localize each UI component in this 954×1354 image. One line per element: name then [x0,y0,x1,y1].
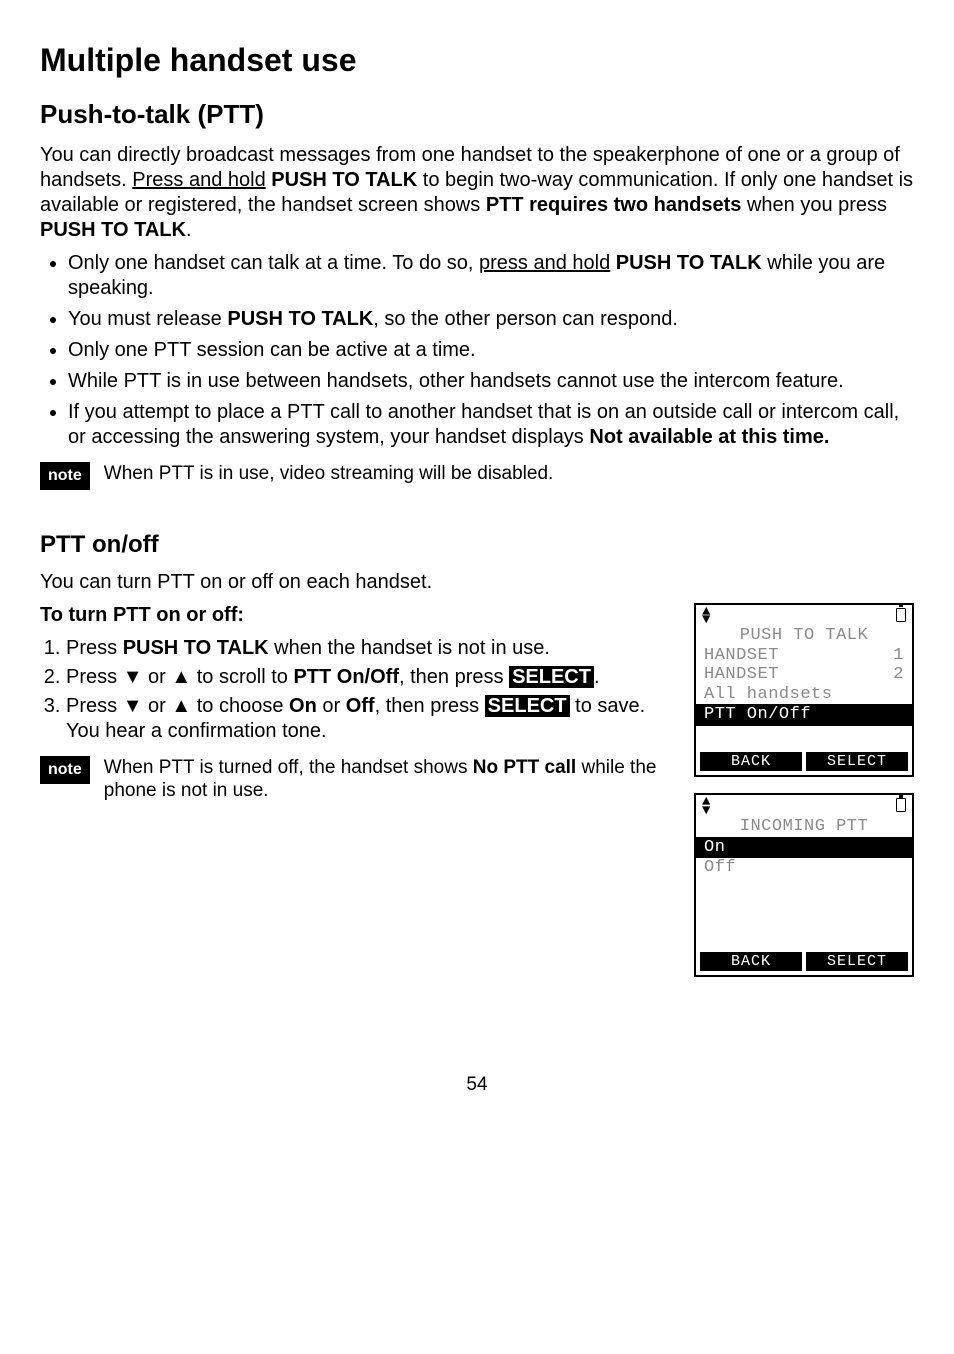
list-item: If you attempt to place a PTT call to an… [68,400,914,450]
scroll-arrows-icon: ▲▼ [702,798,710,815]
text: Press [66,666,123,688]
intro-paragraph: You can directly broadcast messages from… [40,143,914,243]
list-item: While PTT is in use between handsets, ot… [68,369,914,394]
text: When PTT is turned off, the handset show… [104,757,473,778]
list-item: Only one handset can talk at a time. To … [68,251,914,301]
bullet-list: Only one handset can talk at a time. To … [40,251,914,450]
text: to scroll to [191,666,293,688]
section-heading-ptt: Push-to-talk (PTT) [40,98,914,131]
text: 2 [893,665,904,685]
note-text: When PTT is turned off, the handset show… [104,756,666,804]
lcd-row-selected: PTT On/Off [696,704,912,726]
up-arrow-icon: ▲ [171,666,191,688]
list-item: You must release PUSH TO TALK, so the ot… [68,307,914,332]
lcd-title: INCOMING PTT [696,817,912,837]
text-bold: PUSH TO TALK [616,252,762,274]
handset-screen-incoming-ptt: ▲▼ INCOMING PTT On Off BACK SELECT [694,793,914,977]
text: You must release [68,308,227,330]
page-number: 54 [40,1073,914,1097]
text-bold: PUSH TO TALK [271,169,417,191]
list-item: Press ▼ or ▲ to scroll to PTT On/Off, th… [66,665,666,690]
page-title: Multiple handset use [40,40,914,80]
lcd-row: All handsets [696,685,912,705]
battery-icon [896,608,906,622]
scroll-arrows-icon: ▲▼ [702,608,710,625]
text-bold: No PTT call [473,757,576,778]
down-arrow-icon: ▼ [123,695,143,717]
text-bold: PUSH TO TALK [40,219,186,241]
text: Only one handset can talk at a time. To … [68,252,479,274]
sub-heading: To turn PTT on or off: [40,603,666,628]
handset-screen-push-to-talk: ▲▼ PUSH TO TALK HANDSET 1 HANDSET 2 All … [694,603,914,778]
section-heading-ptt-onoff: PTT on/off [40,530,914,560]
text: Press [66,637,123,659]
list-item: Only one PTT session can be active at a … [68,338,914,363]
text: or [317,695,346,717]
text: , then press [375,695,485,717]
text-underlined: press and hold [479,252,610,274]
text-bold: PTT requires two handsets [486,194,742,216]
lcd-row: Off [696,858,912,878]
text: HANDSET [704,665,779,685]
softkey-select: SELECT [806,752,908,771]
text: Press [66,695,123,717]
text: , then press [399,666,509,688]
down-arrow-icon: ▼ [123,666,143,688]
ordered-steps: Press PUSH TO TALK when the handset is n… [40,636,666,744]
list-item: Press PUSH TO TALK when the handset is n… [66,636,666,661]
list-item: Press ▼ or ▲ to choose On or Off, then p… [66,694,666,744]
text: or [142,695,171,717]
text: when you press [741,194,887,216]
lcd-title: PUSH TO TALK [696,626,912,646]
text: On [704,838,725,858]
softkey-select: SELECT [806,952,908,971]
text-bold: Not available at this time. [589,426,829,448]
softkey-back: BACK [700,752,802,771]
text: . [594,666,600,688]
text: , so the other person can respond. [373,308,678,330]
text: . [186,219,192,241]
text-bold: On [289,695,317,717]
text: HANDSET [704,646,779,666]
note-text: When PTT is in use, video streaming will… [104,462,914,486]
select-badge: SELECT [509,666,594,688]
text: when the handset is not in use. [269,637,550,659]
text: Off [704,858,736,878]
text: PTT On/Off [704,705,811,725]
note-badge: note [40,462,90,490]
up-arrow-icon: ▲ [171,695,191,717]
lcd-row: HANDSET 1 [696,646,912,666]
text-underlined: Press and hold [132,169,265,191]
select-badge: SELECT [485,695,570,717]
softkey-back: BACK [700,952,802,971]
text-bold: PTT On/Off [293,666,399,688]
text: 1 [893,646,904,666]
text: or [142,666,171,688]
note-block: note When PTT is in use, video streaming… [40,462,914,490]
battery-icon [896,798,906,812]
text-bold: Off [346,695,375,717]
text-bold: PUSH TO TALK [227,308,373,330]
lcd-row-selected: On [696,837,912,859]
note-block: note When PTT is turned off, the handset… [40,756,666,804]
note-badge: note [40,756,90,784]
text: to choose [191,695,289,717]
lcd-row: HANDSET 2 [696,665,912,685]
text-bold: PUSH TO TALK [123,637,269,659]
intro-text: You can turn PTT on or off on each hands… [40,570,914,595]
text: All handsets [704,685,832,705]
